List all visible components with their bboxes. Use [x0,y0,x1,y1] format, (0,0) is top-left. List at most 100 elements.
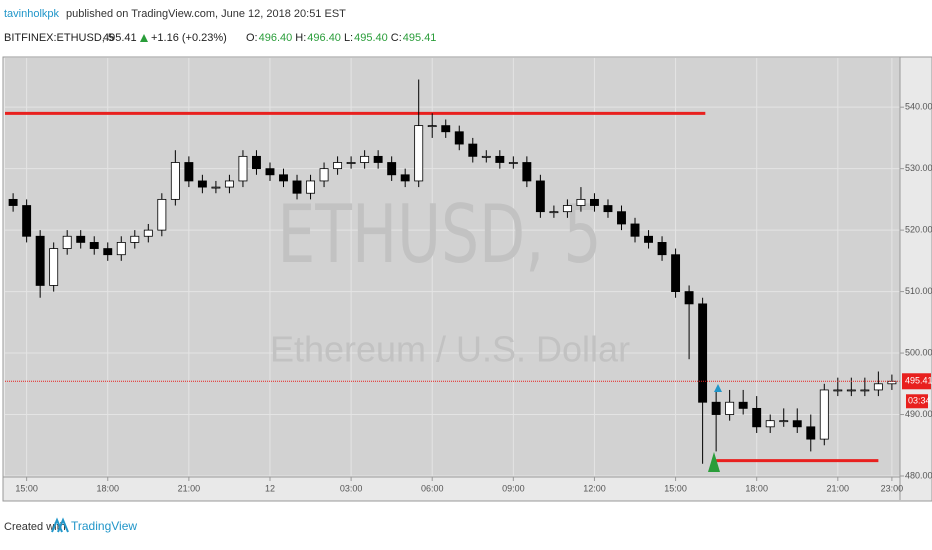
candle-body [481,155,491,158]
candle-body [373,155,383,163]
footer-brand: TradingView [71,519,137,533]
candle-body [76,235,86,243]
candle-body [319,168,329,182]
candle-body [130,235,140,243]
candle-body [333,162,343,170]
countdown-label: 03:34 [908,396,931,406]
x-tick-label: 12:00 [583,483,606,493]
candle-body [468,143,478,157]
candle-body [765,420,775,428]
candle-body [157,198,167,231]
candle-body [387,162,397,176]
candle-body [535,180,545,213]
change: +1.16 (+0.23%) [151,32,227,44]
candle-body [752,407,762,428]
y-tick-label: 530.00 [905,163,932,173]
candle-body [846,389,856,392]
candle-body [806,426,816,440]
candle-body [306,180,315,194]
candle-body [35,235,45,286]
ohlc: O: 496.40 H: 496.40 L: 495.40 C: 495.41 [246,32,436,44]
plot-area [5,58,900,476]
y-tick-label: 510.00 [905,286,932,296]
marker [714,384,722,392]
y-tick-label: 520.00 [905,224,932,234]
x-tick-label: 21:00 [178,483,201,493]
candle-body [414,125,424,182]
candle-body [265,168,275,176]
candle-body [738,401,748,409]
ohlc-value: 495.41 [403,32,437,44]
last-price-label: 495.41 [905,376,932,386]
candle-body [197,180,207,188]
candle-body [873,383,883,391]
watermark-symbol: ETHUSD, 5 [277,187,601,281]
candle-body [8,198,18,206]
candle-body [644,235,653,243]
y-tick-label: 480.00 [905,470,932,480]
x-tick-label: 09:00 [502,483,525,493]
candle-body [603,205,613,213]
ohlc-key: H: [295,32,306,44]
candle-body [441,125,451,133]
candle-body [49,248,59,286]
x-tick-label: 15:00 [15,483,38,493]
x-tick-label: 06:00 [421,483,444,493]
candle-body [400,174,410,182]
last-price-box [902,373,931,390]
candle-body [792,420,802,428]
candle-body [725,401,735,415]
marks [5,79,900,464]
candle-body [522,162,532,182]
ohlc-key: O: [246,32,258,44]
x-tick-label: 23:00 [881,483,904,493]
candle-body [184,162,194,182]
candle-body [346,162,356,164]
grid [5,58,900,477]
logo [51,517,69,533]
x-tick-label: 15:00 [664,483,687,493]
candle-body [562,205,572,213]
author: tavinholkpk [4,8,60,20]
y-tick-label: 540.00 [905,102,932,112]
candle-body [549,211,559,214]
x-tick-label: 18:00 [745,483,768,493]
byline: published on TradingView.com, June 12, 2… [66,8,346,20]
candle-body [62,235,72,249]
candle-body [590,198,599,206]
candle-body [170,162,180,200]
candle-body [711,401,721,415]
candle-body [211,186,221,189]
candle-body [671,254,681,292]
candle-body [495,155,505,163]
up-arrow [140,34,148,42]
x-tick-label: 12 [265,483,275,493]
countdown-box [906,394,928,409]
candle-body [238,155,248,182]
ohlc-key: L: [344,32,353,44]
x-tick-label: 03:00 [340,483,363,493]
candle-body [684,291,694,305]
candle-body [292,180,302,194]
x-tick-label: 21:00 [827,483,850,493]
candle-body [508,162,518,164]
candle-body [860,389,870,392]
last: 495.41 [103,32,137,44]
candle-body [833,389,843,392]
candle-body [576,198,586,206]
candle-body [89,242,99,249]
candle-body [360,155,370,163]
y-tick-label: 500.00 [905,347,932,357]
candle-body [279,174,288,182]
candle-body [698,303,708,403]
candle-body [143,229,153,237]
ohlc-value: 496.40 [259,32,293,44]
candle-body [454,131,464,145]
candle-body [252,155,261,170]
candle-body [103,248,113,256]
candle-body [224,180,234,188]
ohlc-value: 496.40 [307,32,341,44]
candle-body [657,242,667,256]
footer-text: Created with [4,521,66,533]
